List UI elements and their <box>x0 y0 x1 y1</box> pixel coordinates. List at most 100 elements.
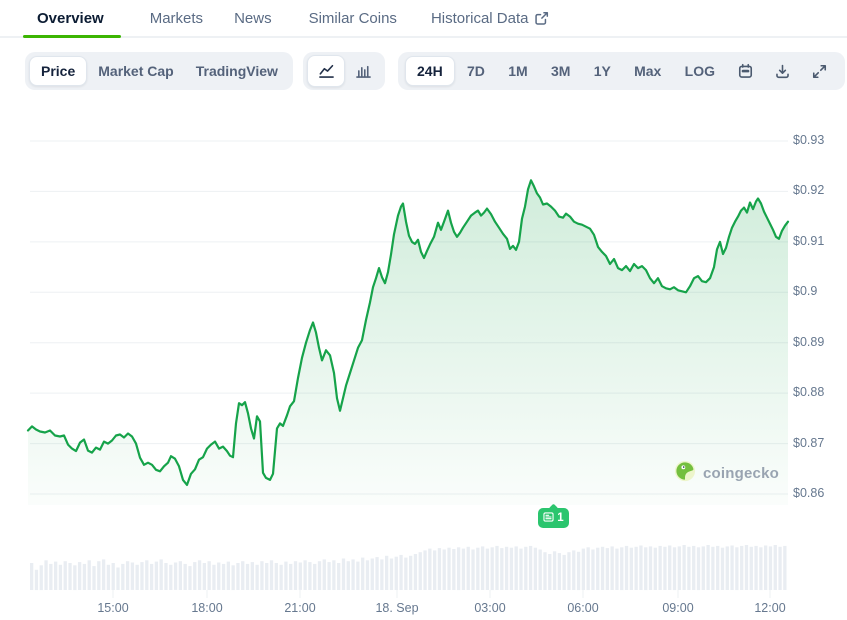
volume-bar <box>442 549 446 590</box>
volume-bar <box>668 545 672 590</box>
news-icon <box>543 509 554 527</box>
volume-bar <box>682 545 686 590</box>
chart-type-toggle-group <box>303 52 385 90</box>
volume-bar <box>514 546 518 590</box>
volume-bar <box>87 560 91 590</box>
volume-bar <box>749 546 753 590</box>
volume-bar <box>341 558 346 590</box>
volume-bar <box>82 563 87 590</box>
volume-bar <box>293 561 298 590</box>
volume-bar <box>591 549 595 590</box>
tab-label: Overview <box>37 9 104 27</box>
volume-bar <box>317 561 322 590</box>
volume-bar <box>437 548 442 590</box>
tab-markets[interactable]: Markets <box>150 10 203 27</box>
volume-bar <box>480 546 485 590</box>
volume-bar <box>106 564 111 590</box>
volume-bar <box>394 556 398 590</box>
volume-bar <box>692 545 696 590</box>
volume-bar <box>149 563 154 590</box>
volume-bar <box>289 563 293 590</box>
log-scale-button[interactable]: LOG <box>684 63 715 79</box>
volume-bar <box>456 547 461 591</box>
volume-bar <box>610 546 614 590</box>
range-1m-button[interactable]: 1M <box>508 63 528 79</box>
volume-bar <box>140 562 144 590</box>
volume-bar <box>624 545 629 590</box>
volume-bar <box>572 550 576 590</box>
range-max-button[interactable]: Max <box>634 63 662 79</box>
volume-bar <box>241 561 245 590</box>
volume-bar <box>620 547 624 591</box>
y-axis-label: $0.92 <box>793 183 825 198</box>
volume-bar <box>375 557 379 590</box>
volume-bar <box>509 547 514 590</box>
volume-bar <box>413 554 418 590</box>
volume-bar <box>332 560 336 590</box>
volume-bar <box>740 545 744 590</box>
volume-bar <box>399 554 403 590</box>
volume-bar <box>476 547 480 590</box>
tab-similar-coins[interactable]: Similar Coins <box>309 10 397 27</box>
volume-bar <box>97 561 101 590</box>
volume-bar <box>552 551 557 590</box>
x-axis-label: 06:00 <box>567 601 599 615</box>
volume-bar <box>596 547 600 590</box>
tab-news[interactable]: News <box>234 10 272 27</box>
volume-bar <box>409 555 413 590</box>
volume-bar <box>759 547 763 591</box>
tab-label: Markets <box>149 9 204 27</box>
volume-bar <box>432 550 437 590</box>
volume-bar <box>629 547 633 590</box>
volume-bar <box>490 547 494 591</box>
x-axis-label: 18:00 <box>191 601 223 615</box>
range-24h-button[interactable]: 24H <box>405 56 455 86</box>
volume-bar <box>519 548 523 590</box>
download-icon[interactable] <box>765 56 801 86</box>
volume-bar <box>361 557 365 590</box>
tab-overview[interactable]: Overview <box>37 10 104 27</box>
line-chart-icon[interactable] <box>307 55 345 87</box>
volume-bar <box>173 562 178 590</box>
tab-historical-data[interactable]: Historical Data <box>431 10 550 27</box>
news-event-marker[interactable]: 1 <box>538 508 569 528</box>
volume-bar <box>231 565 235 591</box>
volume-bar <box>644 547 648 591</box>
coingecko-gecko-icon <box>674 460 696 487</box>
volume-bar <box>193 562 197 590</box>
tradingview-button[interactable]: TradingView <box>195 63 278 79</box>
volume-bar <box>471 549 475 590</box>
volume-bar <box>53 561 58 590</box>
volume-bar <box>49 563 53 590</box>
range-1y-button[interactable]: 1Y <box>593 63 611 79</box>
price-button[interactable]: Price <box>29 56 88 86</box>
calendar-icon[interactable] <box>727 56 763 86</box>
volume-bar <box>116 567 120 590</box>
volume-bar <box>696 547 701 591</box>
y-axis-label: $0.87 <box>793 435 825 450</box>
volume-bar <box>365 560 370 590</box>
volume-bar <box>524 546 528 590</box>
volume-bar <box>337 563 341 590</box>
volume-bar <box>226 561 230 590</box>
x-axis-label: 15:00 <box>97 601 129 615</box>
range-7d-button[interactable]: 7D <box>466 63 485 79</box>
range-3m-button[interactable]: 3M <box>550 63 571 79</box>
volume-bar <box>543 552 547 590</box>
market-cap-button[interactable]: Market Cap <box>98 63 174 79</box>
volume-bar <box>418 552 422 590</box>
volume-bar <box>773 545 777 590</box>
volume-bar <box>178 561 183 590</box>
external-link-icon <box>534 11 549 26</box>
volume-bar <box>125 561 130 590</box>
x-axis-label: 18. Sep <box>375 601 419 615</box>
chart-plot-area[interactable] <box>30 112 788 505</box>
expand-icon[interactable] <box>802 56 838 86</box>
x-axis-label: 03:00 <box>474 601 506 615</box>
volume-bar <box>423 550 427 590</box>
bar-chart-icon[interactable] <box>345 56 381 86</box>
volume-bar <box>197 560 202 590</box>
y-axis-label: $0.91 <box>793 233 825 248</box>
